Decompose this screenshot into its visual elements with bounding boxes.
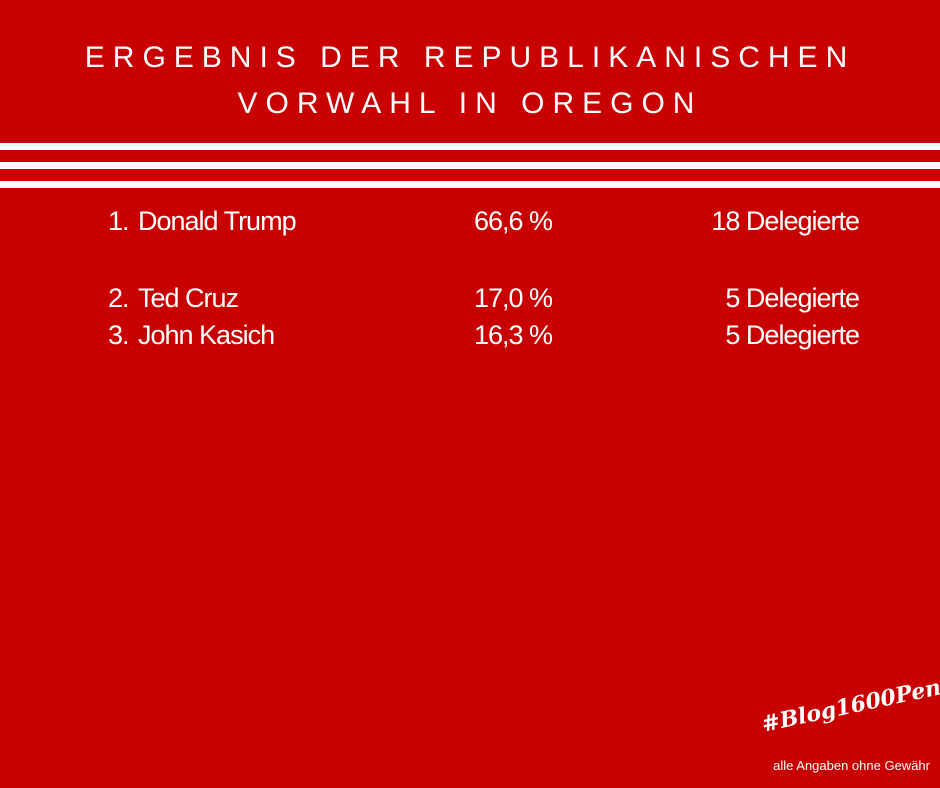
divider-stripe (0, 181, 940, 188)
result-rank: 2. (108, 283, 130, 313)
delegate-count: 18 Delegierte (711, 206, 860, 236)
vote-percent: 16,3 % (473, 320, 553, 350)
result-rank: 1. (108, 206, 130, 236)
divider-stripe (0, 143, 940, 150)
delegate-count: 5 Delegierte (725, 320, 860, 350)
result-row-kasich: 3. John Kasich 16,3 % 5 Delegierte (0, 317, 940, 353)
title-line-2: VORWAHL IN OREGON (237, 87, 703, 120)
vote-percent: 17,0 % (473, 283, 553, 313)
title-line-1: ERGEBNIS DER REPUBLIKANISCHEN (84, 41, 856, 74)
disclaimer-text: alle Angaben ohne Gewähr (773, 758, 930, 773)
blog-hashtag: #Blog1600Penn (759, 670, 940, 738)
delegate-count: 5 Delegierte (725, 283, 860, 313)
divider-stripe (0, 162, 940, 169)
result-rank: 3. (108, 320, 130, 350)
result-row-cruz: 2. Ted Cruz 17,0 % 5 Delegierte (0, 280, 940, 316)
candidate-name: Ted Cruz (138, 283, 239, 313)
vote-percent: 66,6 % (473, 206, 553, 236)
result-row-trump: 1. Donald Trump 66,6 % 18 Delegierte (0, 203, 940, 239)
candidate-name: Donald Trump (138, 206, 297, 236)
candidate-name: John Kasich (138, 320, 275, 350)
